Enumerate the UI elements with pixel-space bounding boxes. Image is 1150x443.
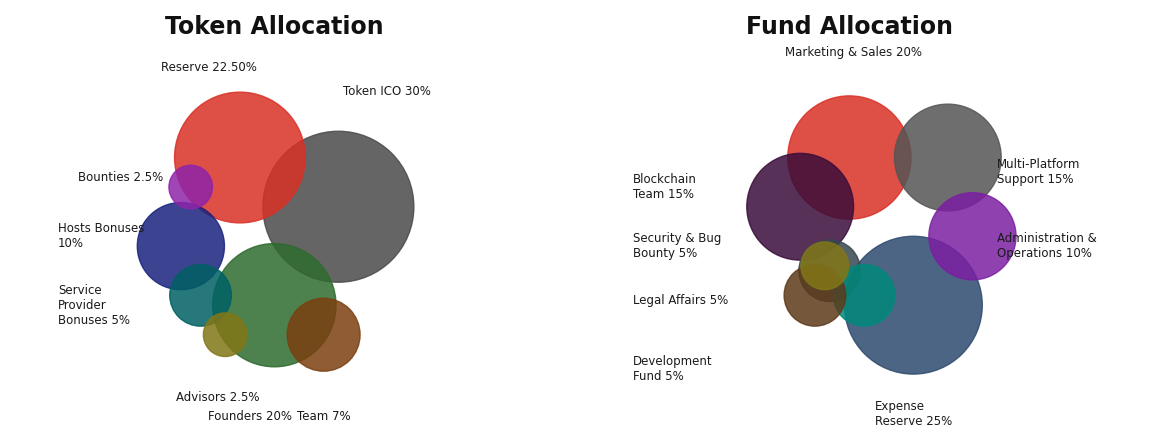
- Text: Expense
Reserve 25%: Expense Reserve 25%: [875, 400, 952, 428]
- Text: Service
Provider
Bonuses 5%: Service Provider Bonuses 5%: [58, 284, 130, 326]
- Circle shape: [788, 96, 911, 219]
- Circle shape: [895, 104, 1002, 211]
- Circle shape: [175, 92, 305, 223]
- Circle shape: [288, 298, 360, 371]
- Text: Advisors 2.5%: Advisors 2.5%: [176, 391, 260, 404]
- Circle shape: [137, 202, 224, 290]
- Circle shape: [834, 264, 895, 326]
- Text: Development
Fund 5%: Development Fund 5%: [632, 355, 713, 383]
- Circle shape: [169, 165, 213, 209]
- Text: Bounties 2.5%: Bounties 2.5%: [77, 171, 163, 184]
- Text: Token ICO 30%: Token ICO 30%: [344, 85, 431, 98]
- Text: Marketing & Sales 20%: Marketing & Sales 20%: [785, 46, 922, 59]
- Text: Reserve 22.50%: Reserve 22.50%: [161, 61, 258, 74]
- Text: Fund Allocation: Fund Allocation: [746, 15, 953, 39]
- Circle shape: [800, 242, 849, 290]
- Circle shape: [844, 236, 982, 374]
- Circle shape: [929, 193, 1017, 280]
- Circle shape: [799, 240, 860, 302]
- Text: Hosts Bonuses
10%: Hosts Bonuses 10%: [58, 222, 144, 250]
- Text: Token Allocation: Token Allocation: [166, 15, 384, 39]
- Circle shape: [213, 244, 336, 367]
- Circle shape: [170, 264, 231, 326]
- Text: Administration &
Operations 10%: Administration & Operations 10%: [997, 232, 1097, 260]
- Text: Multi-Platform
Support 15%: Multi-Platform Support 15%: [997, 158, 1081, 186]
- Text: Legal Affairs 5%: Legal Affairs 5%: [632, 294, 728, 307]
- Text: Founders 20%: Founders 20%: [208, 410, 292, 424]
- Text: Blockchain
Team 15%: Blockchain Team 15%: [632, 173, 697, 201]
- Circle shape: [746, 153, 853, 260]
- Circle shape: [784, 264, 845, 326]
- Text: Security & Bug
Bounty 5%: Security & Bug Bounty 5%: [632, 232, 721, 260]
- Circle shape: [204, 313, 247, 357]
- Text: Team 7%: Team 7%: [297, 410, 351, 424]
- Circle shape: [263, 131, 414, 282]
